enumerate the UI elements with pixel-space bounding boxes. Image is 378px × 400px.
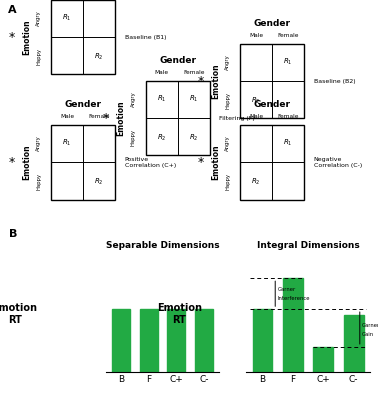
Bar — [253, 309, 272, 372]
Text: $R_1$: $R_1$ — [284, 57, 293, 67]
Text: Happy: Happy — [131, 129, 136, 146]
Bar — [112, 309, 130, 372]
Text: $R_2$: $R_2$ — [251, 96, 261, 106]
Text: $R_1$: $R_1$ — [62, 13, 72, 23]
Text: Gender: Gender — [254, 19, 291, 28]
Text: Female: Female — [88, 114, 110, 120]
Text: *: * — [103, 112, 109, 125]
Text: $R_1$: $R_1$ — [62, 138, 72, 148]
Text: $R_1$: $R_1$ — [189, 94, 198, 104]
Text: Gender: Gender — [254, 100, 291, 109]
Text: A: A — [8, 5, 16, 15]
Text: *: * — [8, 156, 14, 169]
Text: $R_2$: $R_2$ — [94, 177, 104, 187]
Text: $R_2$: $R_2$ — [251, 177, 261, 187]
Text: Gender: Gender — [65, 100, 102, 109]
Title: Integral Dimensions: Integral Dimensions — [257, 241, 359, 250]
Bar — [195, 309, 213, 372]
Text: Angry: Angry — [225, 135, 231, 151]
Bar — [344, 315, 364, 372]
Text: Happy: Happy — [225, 92, 231, 109]
Text: Emotion: Emotion — [211, 63, 220, 99]
Text: Garner: Garner — [361, 323, 378, 328]
Text: Female: Female — [183, 70, 204, 75]
Text: Baseline (B1): Baseline (B1) — [125, 35, 166, 40]
Text: Male: Male — [249, 114, 263, 120]
Text: Happy: Happy — [36, 173, 42, 190]
Text: $R_2$: $R_2$ — [189, 132, 198, 143]
Bar — [51, 125, 115, 200]
Text: Male: Male — [155, 70, 169, 75]
Text: Gender: Gender — [159, 56, 196, 65]
Text: Female: Female — [277, 114, 299, 120]
Text: Interference: Interference — [278, 296, 310, 301]
Bar — [140, 309, 158, 372]
Text: Positive
Correlation (C+): Positive Correlation (C+) — [125, 156, 176, 168]
Text: *: * — [8, 31, 14, 44]
Bar — [167, 309, 185, 372]
Text: Negative
Correlation (C-): Negative Correlation (C-) — [314, 156, 362, 168]
Text: Emotion
RT: Emotion RT — [0, 303, 38, 325]
Text: Emotion: Emotion — [22, 144, 31, 180]
Bar — [240, 44, 304, 118]
Text: Happy: Happy — [225, 173, 231, 190]
Text: *: * — [197, 156, 203, 169]
Text: Angry: Angry — [225, 54, 231, 70]
Text: Gain: Gain — [361, 332, 373, 337]
Text: $R_1$: $R_1$ — [284, 138, 293, 148]
Bar — [146, 81, 210, 156]
Text: $R_2$: $R_2$ — [94, 51, 104, 62]
Text: Emotion: Emotion — [211, 144, 220, 180]
Text: Angry: Angry — [36, 135, 42, 151]
Bar — [313, 347, 333, 372]
Bar — [283, 278, 303, 372]
Text: B: B — [8, 229, 17, 239]
Bar — [240, 125, 304, 200]
Text: Garner: Garner — [278, 287, 296, 292]
Text: Emotion
RT: Emotion RT — [157, 303, 202, 325]
Text: Angry: Angry — [131, 91, 136, 107]
Bar — [51, 0, 115, 74]
Text: $R_2$: $R_2$ — [157, 132, 166, 143]
Text: $R_1$: $R_1$ — [157, 94, 166, 104]
Text: Happy: Happy — [36, 48, 42, 65]
Text: Male: Male — [60, 114, 74, 120]
Text: Emotion: Emotion — [116, 100, 125, 136]
Text: Female: Female — [277, 33, 299, 38]
Text: Filtering (F): Filtering (F) — [219, 116, 255, 121]
Text: Baseline (B2): Baseline (B2) — [314, 79, 355, 84]
Text: *: * — [197, 75, 203, 88]
Title: Separable Dimensions: Separable Dimensions — [106, 241, 219, 250]
Text: Angry: Angry — [36, 10, 42, 26]
Text: Male: Male — [249, 33, 263, 38]
Text: Emotion: Emotion — [22, 19, 31, 55]
